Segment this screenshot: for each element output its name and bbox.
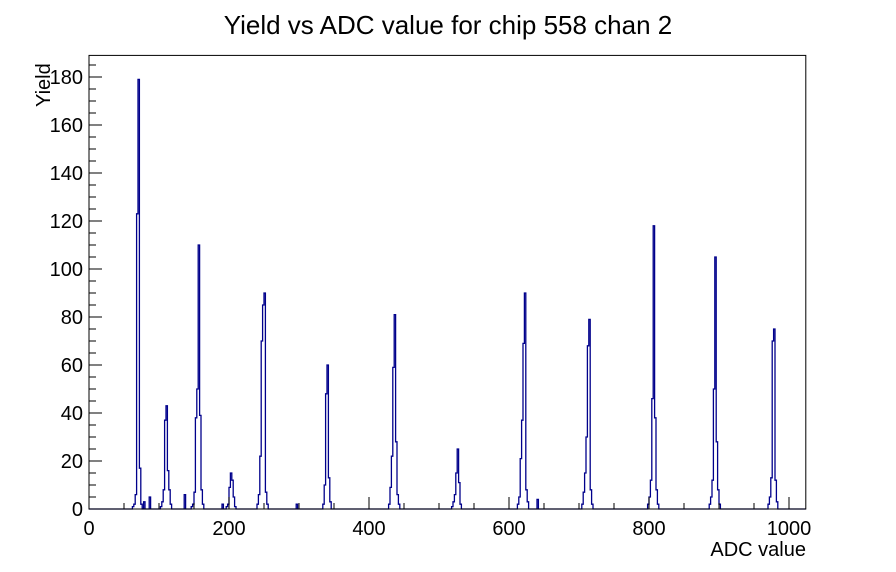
x-tick-label: 0 bbox=[83, 518, 94, 540]
y-tick-label: 40 bbox=[61, 403, 83, 425]
y-tick-label: 20 bbox=[61, 451, 83, 473]
y-tick-label: 0 bbox=[72, 499, 83, 521]
x-tick-label: 400 bbox=[352, 518, 385, 540]
y-tick-label: 180 bbox=[50, 67, 83, 89]
x-tick-label: 800 bbox=[632, 518, 665, 540]
y-tick-label: 120 bbox=[50, 211, 83, 233]
y-tick-label: 140 bbox=[50, 163, 83, 185]
y-tick-label: 80 bbox=[61, 307, 83, 329]
plot-frame bbox=[88, 54, 807, 510]
y-axis-title: Yield bbox=[33, 63, 55, 107]
y-tick-label: 60 bbox=[61, 355, 83, 377]
chart-title: Yield vs ADC value for chip 558 chan 2 bbox=[224, 10, 673, 40]
x-tick-label: 1000 bbox=[767, 518, 812, 540]
tick-label-layer: 0 200 400 600 800 1000 0 20 40 60 80 100 120 140 160 18… bbox=[50, 67, 812, 540]
y-tick-label: 160 bbox=[50, 115, 83, 137]
tick-layer bbox=[88, 64, 790, 510]
y-tick-label: 100 bbox=[50, 259, 83, 281]
x-tick-label: 600 bbox=[492, 518, 525, 540]
x-axis-title: ADC value bbox=[710, 539, 806, 561]
x-tick-label: 200 bbox=[212, 518, 245, 540]
